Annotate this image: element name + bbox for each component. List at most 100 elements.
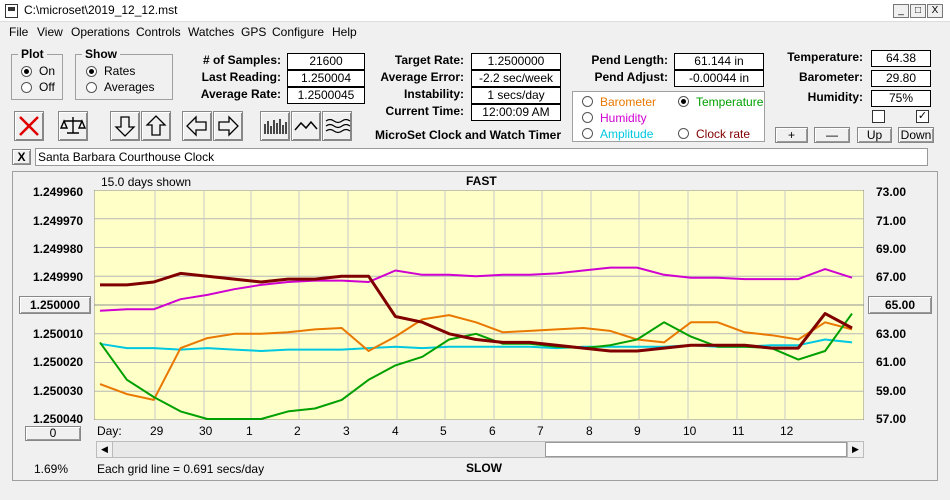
menu-operations[interactable]: Operations bbox=[71, 25, 130, 39]
center-temperature-button[interactable]: 65.00 bbox=[868, 296, 932, 314]
right-tick-1: 71.00 bbox=[876, 214, 907, 228]
title-bar: C:\microset\2019_12_12.mst _ □ X bbox=[0, 0, 950, 22]
zero-button[interactable]: 0 bbox=[25, 426, 81, 441]
day-tick-label: 11 bbox=[732, 424, 745, 438]
day-tick-label: 8 bbox=[586, 424, 593, 438]
sensor-options: Barometer Temperature Humidity Amplitude… bbox=[572, 91, 765, 142]
menu-file[interactable]: File bbox=[9, 25, 29, 39]
menu-configure[interactable]: Configure bbox=[272, 25, 325, 39]
amplitude-radio[interactable] bbox=[582, 128, 593, 139]
menu-bar: File View Operations Controls Watches GP… bbox=[0, 22, 950, 42]
menu-gps[interactable]: GPS bbox=[241, 25, 267, 39]
clock-rate-radio[interactable] bbox=[678, 128, 689, 139]
temperature-radio[interactable] bbox=[678, 96, 689, 107]
menu-view[interactable]: View bbox=[37, 25, 63, 39]
humidity-option-label: Humidity bbox=[600, 111, 647, 125]
slow-label: SLOW bbox=[466, 461, 502, 475]
scrollbar-thumb[interactable] bbox=[545, 442, 847, 457]
average-error-label: Average Error: bbox=[380, 70, 464, 84]
left-tick-0: 1.249960 bbox=[33, 185, 84, 199]
day-tick-label: 1 bbox=[246, 424, 253, 438]
day-tick-label: 6 bbox=[489, 424, 496, 438]
checkbox-2[interactable]: ✓ bbox=[916, 110, 929, 123]
line-graph-button[interactable] bbox=[291, 111, 321, 141]
day-tick-label: 10 bbox=[683, 424, 697, 438]
day-tick-label: 9 bbox=[634, 424, 641, 438]
up-arrow-button[interactable] bbox=[141, 111, 171, 141]
pend-adjust-value: -0.00044 in bbox=[674, 70, 764, 87]
amplitude-option-label: Amplitude bbox=[600, 127, 654, 141]
show-group-title: Show bbox=[82, 47, 120, 61]
percent-label: 1.69% bbox=[34, 462, 69, 476]
maximize-button[interactable]: □ bbox=[910, 4, 926, 18]
wave-graph-button[interactable] bbox=[322, 111, 352, 141]
barometer-radio[interactable] bbox=[582, 96, 593, 107]
last-reading-value: 1.250004 bbox=[287, 70, 365, 87]
clear-button[interactable] bbox=[14, 111, 44, 141]
day-tick-label: 4 bbox=[392, 424, 399, 438]
app-icon bbox=[5, 4, 18, 18]
temperature-value: 64.38 bbox=[871, 50, 931, 67]
clock-name-input[interactable]: Santa Barbara Courthouse Clock bbox=[35, 148, 928, 166]
plot-on-label: On bbox=[39, 64, 56, 78]
fast-label: FAST bbox=[466, 174, 497, 188]
current-time-value: 12:00:09 AM bbox=[471, 104, 561, 121]
left-tick-7: 1.250030 bbox=[33, 384, 84, 398]
humidity-label: Humidity: bbox=[807, 90, 863, 104]
day-tick-label: 5 bbox=[440, 424, 447, 438]
arrow-right-icon bbox=[218, 115, 239, 137]
show-averages-label: Averages bbox=[104, 80, 155, 94]
humidity-value: 75% bbox=[871, 90, 931, 107]
days-shown-label: 15.0 days shown bbox=[101, 175, 192, 189]
center-rate-button[interactable]: 1.250000 bbox=[19, 296, 91, 314]
target-rate-value: 1.2500000 bbox=[471, 53, 561, 70]
left-tick-5: 1.250010 bbox=[33, 327, 84, 341]
day-tick-label: 3 bbox=[343, 424, 350, 438]
down-button[interactable]: Down bbox=[898, 127, 934, 143]
temperature-option-label: Temperature bbox=[696, 95, 764, 109]
day-tick-label: 29 bbox=[150, 424, 164, 438]
menu-watches[interactable]: Watches bbox=[188, 25, 235, 39]
last-reading-label: Last Reading: bbox=[201, 70, 281, 84]
clear-name-button[interactable]: X bbox=[12, 149, 31, 165]
rate-chart bbox=[94, 190, 864, 420]
grid-note: Each grid line = 0.691 secs/day bbox=[97, 462, 265, 476]
arrow-down-icon bbox=[114, 116, 136, 137]
show-averages-radio[interactable] bbox=[86, 82, 97, 93]
minus-button[interactable]: — bbox=[814, 127, 850, 143]
checkbox-1[interactable] bbox=[872, 110, 885, 123]
right-arrow-button[interactable] bbox=[213, 111, 243, 141]
instability-label: Instability: bbox=[403, 87, 464, 101]
menu-help[interactable]: Help bbox=[332, 25, 357, 39]
clock-rate-option-label: Clock rate bbox=[696, 127, 751, 141]
right-tick-7: 59.00 bbox=[876, 384, 907, 398]
wave-icon bbox=[325, 118, 351, 134]
right-tick-6: 61.00 bbox=[876, 355, 907, 369]
show-rates-radio[interactable] bbox=[86, 66, 97, 77]
current-time-label: Current Time: bbox=[385, 104, 464, 118]
up-button[interactable]: Up bbox=[857, 127, 892, 143]
time-scrollbar[interactable]: ◀ ▶ bbox=[96, 441, 864, 458]
balance-button[interactable] bbox=[58, 111, 88, 141]
down-arrow-button[interactable] bbox=[110, 111, 140, 141]
show-group: Show Rates Averages bbox=[75, 47, 173, 100]
plot-off-radio[interactable] bbox=[21, 82, 32, 93]
window-title: C:\microset\2019_12_12.mst bbox=[24, 3, 178, 17]
right-tick-2: 69.00 bbox=[876, 242, 907, 256]
arrow-up-icon bbox=[145, 115, 167, 136]
scroll-left-arrow-icon[interactable]: ◀ bbox=[97, 442, 113, 457]
scroll-right-arrow-icon[interactable]: ▶ bbox=[847, 442, 863, 457]
bar-graph-button[interactable] bbox=[260, 111, 290, 141]
close-button[interactable]: X bbox=[927, 4, 943, 18]
left-arrow-button[interactable] bbox=[182, 111, 212, 141]
plot-on-radio[interactable] bbox=[21, 66, 32, 77]
menu-controls[interactable]: Controls bbox=[136, 25, 181, 39]
humidity-radio[interactable] bbox=[582, 112, 593, 123]
day-tick-label: 2 bbox=[294, 424, 301, 438]
plot-off-label: Off bbox=[39, 80, 55, 94]
series-temperature bbox=[99, 313, 853, 420]
left-tick-1: 1.249970 bbox=[33, 214, 84, 228]
day-tick-label: 30 bbox=[199, 424, 213, 438]
minimize-button[interactable]: _ bbox=[893, 4, 909, 18]
plus-button[interactable]: + bbox=[775, 127, 808, 143]
